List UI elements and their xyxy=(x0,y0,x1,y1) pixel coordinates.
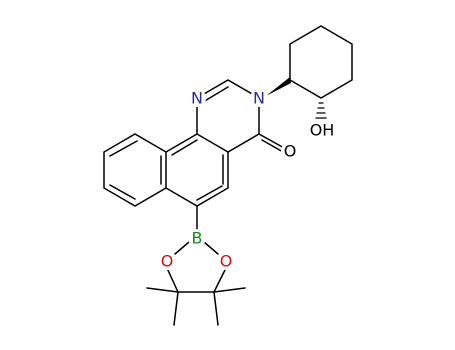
ring-benzo xyxy=(103,133,167,207)
label-halo xyxy=(158,252,176,270)
label-halo xyxy=(188,89,206,107)
ring-middle xyxy=(165,133,229,207)
carbonyl xyxy=(258,133,287,153)
atom-label: OH xyxy=(310,121,335,140)
atom-label: N xyxy=(253,89,265,108)
ring-pyrimidinone xyxy=(196,79,260,153)
cyclohexane xyxy=(289,25,353,99)
label-halo xyxy=(250,89,268,107)
label-halo xyxy=(281,142,299,160)
atom-labels: N N O OH B O O xyxy=(158,89,336,271)
hash-bond xyxy=(315,102,327,119)
atom-label: O xyxy=(220,252,233,271)
atom-label: B xyxy=(192,229,203,248)
label-halo xyxy=(188,229,206,247)
label-halo xyxy=(308,121,336,139)
methyls xyxy=(146,287,246,326)
atom-label: N xyxy=(191,89,203,108)
dioxaborolane xyxy=(166,241,227,293)
atom-label: O xyxy=(284,142,297,161)
bonds xyxy=(103,25,353,326)
wedge-bond xyxy=(266,77,291,96)
atom-label: O xyxy=(161,252,174,271)
label-halo xyxy=(217,252,235,270)
